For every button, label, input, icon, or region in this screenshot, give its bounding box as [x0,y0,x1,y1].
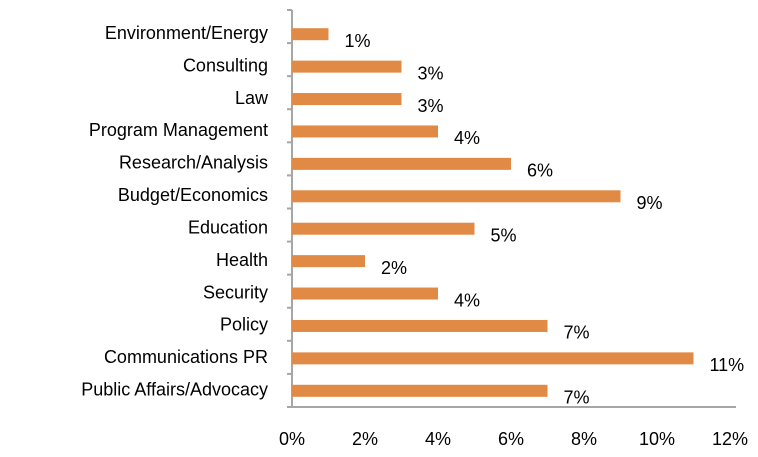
bar [292,60,402,73]
bar [292,319,548,332]
data-label: 4% [454,128,480,148]
bar [292,28,329,41]
bar [292,222,475,235]
bar [292,190,621,203]
x-tick-label: 8% [571,429,597,449]
y-tick-label: Law [235,88,269,108]
x-tick-label: 4% [425,429,451,449]
data-label: 4% [454,290,480,310]
y-tick-label: Communications PR [104,347,268,367]
x-tick-label: 0% [279,429,305,449]
y-tick-label: Public Affairs/Advocacy [81,380,268,400]
data-label: 5% [491,225,517,245]
bar [292,93,402,106]
bar [292,384,548,397]
data-label: 3% [418,96,444,116]
y-tick-label: Research/Analysis [119,153,268,173]
y-tick-label: Health [216,250,268,270]
bar [292,352,694,365]
x-tick-label: 2% [352,429,378,449]
data-label: 7% [564,323,590,343]
data-label: 6% [527,161,553,181]
y-tick-label: Budget/Economics [118,185,268,205]
y-tick-label: Security [203,282,268,302]
data-label: 11% [710,355,745,375]
y-tick-label: Consulting [183,55,268,75]
bar [292,157,511,170]
data-label: 1% [345,31,371,51]
y-tick-label: Education [188,217,268,237]
x-tick-label: 12% [712,429,748,449]
data-label: 3% [418,63,444,83]
data-label: 9% [637,193,663,213]
y-tick-label: Environment/Energy [105,23,268,43]
data-label: 7% [564,388,590,408]
data-label: 2% [381,258,407,278]
y-tick-label: Program Management [89,120,268,140]
x-tick-label: 10% [639,429,675,449]
y-tick-label: Policy [220,315,268,335]
bar [292,125,438,138]
bar [292,287,438,300]
x-tick-label: 6% [498,429,524,449]
bar [292,255,365,268]
